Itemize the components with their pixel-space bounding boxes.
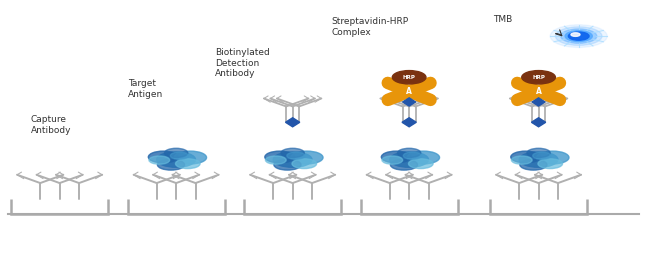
Polygon shape [532, 118, 546, 127]
Text: TMB: TMB [493, 15, 513, 24]
Circle shape [403, 152, 421, 159]
Circle shape [519, 152, 558, 167]
Circle shape [164, 148, 188, 158]
Circle shape [149, 156, 170, 164]
Circle shape [512, 156, 532, 164]
Text: Biotinylated
Detection
Antibody: Biotinylated Detection Antibody [215, 48, 270, 78]
Circle shape [382, 156, 402, 164]
Text: Capture
Antibody: Capture Antibody [31, 115, 71, 135]
Text: HRP: HRP [403, 75, 415, 80]
Circle shape [265, 156, 286, 164]
Text: A: A [406, 87, 412, 96]
Circle shape [551, 25, 607, 47]
Circle shape [533, 152, 551, 159]
Circle shape [390, 152, 428, 167]
Circle shape [287, 152, 305, 159]
Circle shape [382, 151, 411, 163]
Circle shape [292, 159, 317, 168]
Circle shape [291, 151, 323, 164]
Polygon shape [402, 98, 415, 106]
Circle shape [565, 31, 592, 42]
Text: Target
Antigen: Target Antigen [127, 79, 163, 99]
Circle shape [157, 159, 185, 170]
Circle shape [393, 70, 426, 84]
Circle shape [170, 152, 188, 159]
Circle shape [527, 148, 551, 158]
Circle shape [398, 148, 421, 158]
Circle shape [408, 159, 433, 168]
Circle shape [174, 151, 207, 164]
Polygon shape [285, 118, 300, 127]
Text: A: A [536, 87, 541, 96]
Polygon shape [532, 98, 545, 106]
Circle shape [157, 152, 196, 167]
Circle shape [538, 159, 562, 168]
Circle shape [281, 148, 304, 158]
Text: HRP: HRP [532, 75, 545, 80]
Circle shape [274, 159, 301, 170]
Circle shape [391, 159, 417, 170]
Circle shape [176, 159, 200, 168]
Circle shape [407, 151, 439, 164]
Circle shape [522, 70, 555, 84]
Text: Streptavidin-HRP
Complex: Streptavidin-HRP Complex [332, 17, 409, 37]
Circle shape [511, 151, 541, 163]
Circle shape [265, 151, 294, 163]
Circle shape [148, 151, 178, 163]
Circle shape [273, 152, 312, 167]
Circle shape [555, 27, 602, 46]
Circle shape [537, 151, 569, 164]
Circle shape [520, 159, 547, 170]
Circle shape [568, 32, 589, 40]
Polygon shape [402, 118, 416, 127]
Circle shape [560, 29, 597, 43]
Circle shape [571, 33, 580, 36]
